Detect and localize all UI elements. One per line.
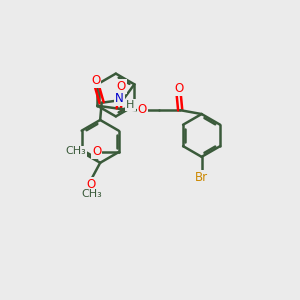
Text: O: O — [137, 103, 147, 116]
Text: N: N — [115, 92, 124, 105]
Text: CH₃: CH₃ — [81, 189, 102, 199]
Text: O: O — [92, 145, 101, 158]
Text: O: O — [87, 178, 96, 191]
Text: Br: Br — [195, 170, 208, 184]
Text: CH₃: CH₃ — [65, 146, 86, 157]
Text: O: O — [116, 80, 126, 93]
Text: H: H — [126, 100, 135, 110]
Text: O: O — [91, 74, 100, 87]
Text: O: O — [174, 82, 183, 95]
